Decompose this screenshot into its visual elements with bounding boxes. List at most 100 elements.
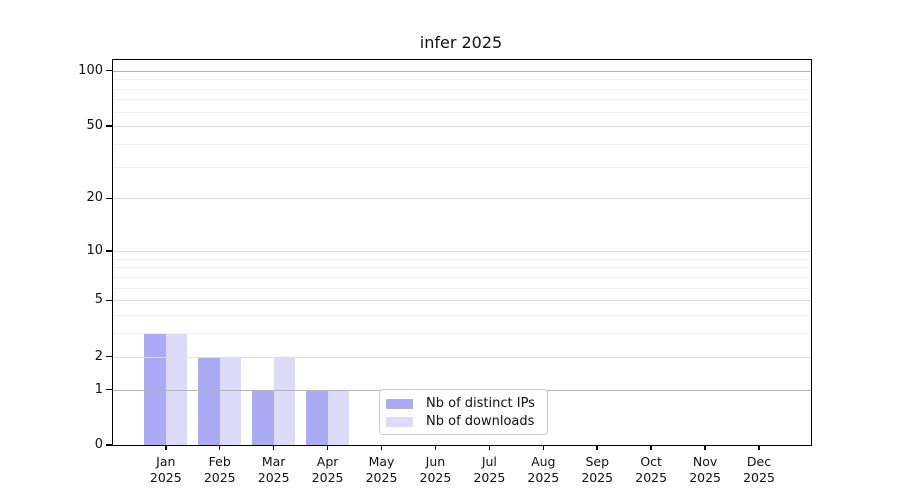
- x-axis-tick-label: Feb 2025: [188, 454, 252, 486]
- y-axis-tick-label: 20: [86, 190, 103, 206]
- grid-line: [113, 143, 811, 145]
- grid-line: [113, 166, 811, 168]
- x-axis-tick-label: Aug 2025: [511, 454, 575, 486]
- x-axis-year: 2025: [689, 470, 721, 485]
- grid-line: [113, 111, 811, 113]
- x-axis-tick-label: Jul 2025: [457, 454, 521, 486]
- x-axis-tick-label: Dec 2025: [727, 454, 791, 486]
- x-axis-month: Dec: [746, 454, 772, 469]
- x-axis-tick-label: Nov 2025: [673, 454, 737, 486]
- x-axis-month: Nov: [692, 454, 718, 469]
- x-axis-year: 2025: [527, 470, 560, 485]
- x-axis-year: 2025: [311, 470, 344, 485]
- legend-item: Nb of downloads: [386, 413, 539, 431]
- y-axis-tick-label: 0: [94, 437, 103, 452]
- grid-line: [113, 79, 811, 81]
- bar-distinct-ips: [306, 389, 328, 445]
- x-axis-tick-mark: [758, 445, 760, 450]
- grid-line: [113, 88, 811, 90]
- legend-swatch-distinct-ips: [386, 399, 413, 409]
- x-axis-tick-mark: [380, 445, 383, 450]
- x-axis-year: 2025: [365, 470, 398, 485]
- y-axis-tick-mark: [105, 197, 112, 200]
- bar-downloads: [327, 389, 350, 445]
- y-axis-tick-mark: [105, 299, 112, 301]
- x-axis-tick-label: Sep 2025: [565, 454, 629, 486]
- grid-line: [113, 356, 811, 358]
- legend-item: Nb of distinct IPs: [386, 395, 539, 413]
- x-axis-year: 2025: [743, 470, 775, 485]
- grid-line: [113, 198, 811, 200]
- y-axis-tick-label: 2: [94, 348, 103, 364]
- x-axis-tick-mark: [165, 445, 167, 450]
- x-axis-tick-label: Mar 2025: [242, 454, 306, 486]
- y-axis-tick-mark: [105, 125, 112, 127]
- x-axis-month: Feb: [208, 454, 231, 469]
- grid-line: [113, 250, 811, 252]
- x-axis-tick-mark: [218, 445, 221, 450]
- grid-line: [113, 300, 811, 302]
- chart-title: infer 2025: [419, 33, 503, 52]
- y-axis-tick-mark: [105, 388, 112, 391]
- plot-area: Nb of distinct IPs Nb of downloads 100 50…: [78, 59, 812, 485]
- legend: Nb of distinct IPs Nb of downloads: [379, 389, 548, 435]
- x-axis-tick-label: Apr 2025: [296, 454, 360, 486]
- x-axis-year: 2025: [635, 470, 668, 485]
- legend-label: Nb of distinct IPs: [426, 396, 535, 411]
- x-axis-tick-mark: [272, 445, 275, 450]
- x-axis-month: Jul: [481, 454, 497, 469]
- legend-swatch-downloads: [386, 417, 413, 427]
- x-axis-month: Oct: [640, 454, 662, 469]
- x-axis-year: 2025: [149, 470, 182, 485]
- x-axis-tick-label: Jan 2025: [134, 454, 198, 486]
- x-axis-year: 2025: [473, 470, 506, 485]
- grid-line: [113, 99, 811, 101]
- x-axis-tick-label: Oct 2025: [619, 454, 683, 486]
- grid-line: [113, 315, 811, 317]
- x-axis-tick-mark: [596, 445, 598, 450]
- y-axis-tick-label: 50: [86, 118, 103, 134]
- x-axis-year: 2025: [203, 470, 236, 485]
- bar-downloads: [219, 356, 242, 445]
- x-axis-tick-mark: [326, 445, 329, 450]
- x-axis-tick-mark: [488, 445, 491, 450]
- bar-distinct-ips: [198, 356, 220, 445]
- y-axis-tick-label: 5: [94, 292, 103, 308]
- x-axis-month: May: [368, 454, 395, 469]
- x-axis-month: Mar: [261, 454, 286, 469]
- y-axis-tick-label: 1: [94, 381, 103, 397]
- y-axis-tick-mark: [105, 250, 112, 252]
- x-axis-month: Aug: [531, 454, 556, 469]
- x-axis-month: Jan: [156, 454, 176, 469]
- bar-downloads: [165, 333, 188, 445]
- grid-line: [113, 267, 811, 269]
- x-axis-tick-label: Jun 2025: [403, 454, 467, 486]
- bar-downloads: [273, 356, 296, 445]
- y-axis-tick-label: 100: [78, 62, 103, 78]
- x-axis-year: 2025: [419, 470, 452, 485]
- legend-label: Nb of downloads: [426, 414, 535, 429]
- x-axis-tick-mark: [704, 445, 706, 450]
- x-axis-month: Sep: [585, 454, 610, 469]
- y-axis-tick-mark: [105, 69, 112, 72]
- x-axis-tick-label: May 2025: [350, 454, 414, 486]
- grid-line: [113, 333, 811, 335]
- grid-line: [113, 287, 811, 289]
- bar-distinct-ips: [252, 389, 274, 445]
- bar-distinct-ips: [144, 333, 166, 445]
- x-axis-month: Jun: [425, 454, 446, 469]
- x-axis-tick-mark: [434, 445, 437, 450]
- grid-line: [113, 126, 811, 128]
- grid-line: [113, 276, 811, 278]
- y-axis-tick-mark: [105, 355, 112, 358]
- x-axis-tick-mark: [650, 445, 652, 450]
- x-axis-year: 2025: [257, 470, 290, 485]
- grid-line: [113, 70, 811, 72]
- x-axis-year: 2025: [581, 470, 614, 485]
- grid-line: [113, 258, 811, 260]
- y-axis-tick-mark: [105, 444, 112, 446]
- x-axis-tick-mark: [542, 445, 545, 450]
- y-axis-tick-label: 10: [86, 242, 103, 258]
- x-axis-month: Apr: [316, 454, 339, 469]
